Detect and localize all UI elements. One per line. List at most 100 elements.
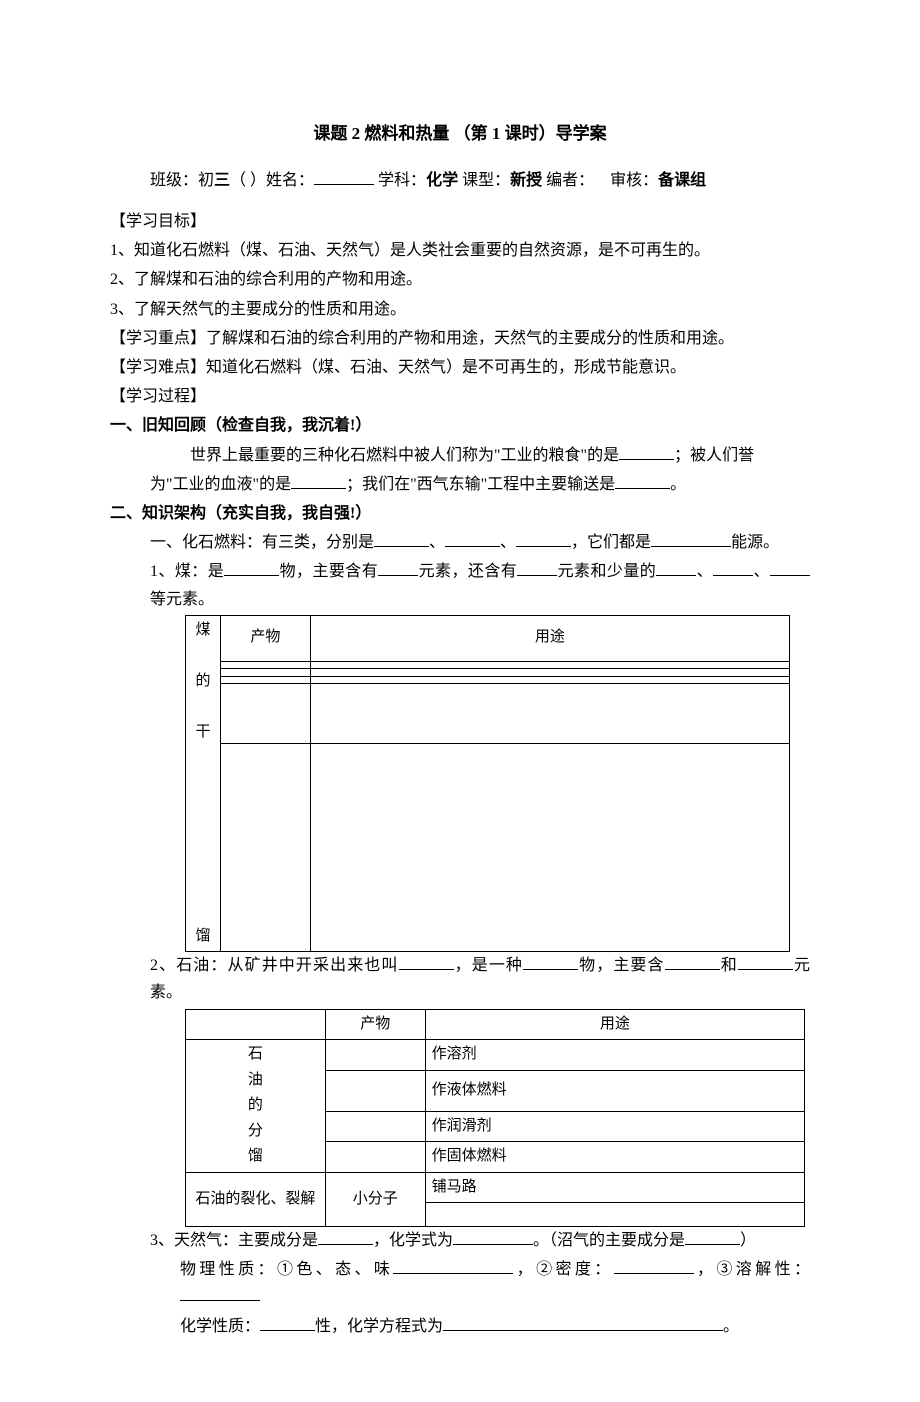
cell-use[interactable]: [310, 744, 789, 952]
s1-text2a: 为"工业的血液"的是: [150, 476, 291, 493]
cell-product[interactable]: [220, 684, 310, 744]
cell-product[interactable]: [325, 1142, 425, 1173]
cell-use[interactable]: [310, 661, 789, 669]
blank-coal-type[interactable]: [224, 560, 279, 576]
s2-l1a: 一、化石燃料：有三类，分别是: [150, 534, 374, 551]
blank-fuel-3[interactable]: [516, 531, 571, 547]
objective-1: 1、知道化石燃料（煤、石油、天然气）是人类社会重要的自然资源，是不可再生的。: [110, 237, 810, 264]
author-label: 编者：: [542, 172, 594, 189]
blank-chem[interactable]: [260, 1315, 315, 1331]
blank-energy[interactable]: [651, 531, 731, 547]
blank-density[interactable]: [614, 1258, 694, 1274]
table-row: [186, 684, 790, 744]
cell-use[interactable]: [310, 684, 789, 744]
cell-product[interactable]: [220, 676, 310, 684]
reviewer-label: 审核：: [610, 172, 658, 189]
table-row: [186, 744, 790, 952]
blank-oil-elem1[interactable]: [665, 954, 720, 970]
blank-main-elem[interactable]: [378, 560, 418, 576]
g-l1d: ）: [740, 1232, 756, 1249]
s2-l1d: ，它们都是: [571, 534, 651, 551]
cell-product[interactable]: [325, 1040, 425, 1071]
g-l3a: 化学性质：: [180, 1318, 260, 1335]
g-l1c: 。（沼气的主要成分是: [533, 1232, 685, 1249]
s2-l1e: 能源。: [731, 534, 779, 551]
type-label: 课型：: [458, 172, 510, 189]
p-l1c: 物，主要含: [578, 957, 665, 974]
blank-elem2[interactable]: [517, 560, 557, 576]
cell-use: 作润滑剂: [425, 1111, 804, 1142]
s1-text2b: ；我们在"西气东输"工程中主要输送是: [346, 476, 615, 493]
section1-line2: 为"工业的血液"的是 ；我们在"西气东输"工程中主要输送是 。: [110, 471, 810, 498]
blank-elem3[interactable]: [656, 560, 696, 576]
header-line: 班级：初三（ ）姓名： 学科：化学 课型：新授 编者： 审核：备课组: [150, 167, 810, 194]
petroleum-label: 石油的分馏: [186, 1040, 326, 1173]
blank-elem4[interactable]: [713, 560, 753, 576]
blank-fuel-2[interactable]: [445, 531, 500, 547]
table-row: 产物 用途: [186, 1009, 805, 1040]
focus: 【学习重点】了解煤和石油的综合利用的产物和用途，天然气的主要成分的性质和用途。: [110, 325, 810, 352]
blank-biogas[interactable]: [685, 1229, 740, 1245]
process: 【学习过程】: [110, 383, 810, 410]
p-l1b: ，是一种: [454, 957, 524, 974]
cell-use: 作液体燃料: [425, 1070, 804, 1111]
blank-gas-comp[interactable]: [318, 1229, 373, 1245]
cell-use[interactable]: [425, 1203, 804, 1227]
cell-use[interactable]: [310, 669, 789, 677]
s1-text2c: 。: [670, 476, 686, 493]
blank-oil-name[interactable]: [399, 954, 454, 970]
th-product: 产物: [325, 1009, 425, 1040]
blank-elem5[interactable]: [770, 560, 810, 576]
grade: 三: [214, 172, 230, 189]
table-row: 石油的分馏 作溶剂: [186, 1040, 805, 1071]
g-l2b: ，②密度：: [513, 1261, 613, 1278]
blank-formula[interactable]: [453, 1229, 533, 1245]
cracking-label: 石油的裂化、裂解: [186, 1172, 326, 1227]
s2-l2g: 等元素。: [150, 591, 214, 608]
cell-product[interactable]: [220, 744, 310, 952]
section2-line1: 一、化石燃料：有三类，分别是 、 、 ，它们都是 能源。: [110, 529, 810, 556]
section2-header: 二、知识架构（充实自我，我自强!）: [110, 500, 810, 527]
section1-header: 一、旧知回顾（检查自我，我沉着!）: [110, 412, 810, 439]
cell-product[interactable]: [325, 1111, 425, 1142]
th-product: 产物: [220, 615, 310, 661]
blank-west-east[interactable]: [615, 473, 670, 489]
reviewer: 备课组: [658, 172, 706, 189]
gas-line1: 3、天然气：主要成分是 ，化学式为 。（沼气的主要成分是 ）: [110, 1227, 810, 1254]
g-l1b: ，化学式为: [373, 1232, 453, 1249]
p-l1a: 2、石油：从矿井中开采出来也叫: [150, 957, 399, 974]
cell-use[interactable]: [310, 676, 789, 684]
g-l1a: 3、天然气：主要成分是: [150, 1232, 318, 1249]
blank-equation[interactable]: [443, 1315, 723, 1331]
table-row: 石油的裂化、裂解 小分子 铺马路: [186, 1172, 805, 1203]
blank-oil-type[interactable]: [523, 954, 578, 970]
blank-solubility[interactable]: [180, 1285, 260, 1301]
s2-l2e: 、: [696, 563, 713, 580]
section1-line1: 世界上最重要的三种化石燃料中被人们称为"工业的粮食"的是 ；被人们誉: [110, 442, 810, 469]
s2-l1b: 、: [429, 534, 445, 551]
coal-table: 煤的干馏 产物 用途: [185, 615, 790, 953]
petroleum-line: 2、石油：从矿井中开采出来也叫，是一种物，主要含和元素。: [110, 952, 810, 1006]
p-l1d: 和: [720, 957, 738, 974]
cell-product[interactable]: [220, 661, 310, 669]
objectives-header: 【学习目标】: [110, 208, 810, 235]
s2-l1c: 、: [500, 534, 516, 551]
s1-text1a: 世界上最重要的三种化石燃料中被人们称为"工业的粮食"的是: [190, 447, 619, 464]
blank-industry-blood[interactable]: [291, 473, 346, 489]
blank-fuel-1[interactable]: [374, 531, 429, 547]
subject: 化学: [426, 172, 458, 189]
page-title: 课题 2 燃料和热量 （第 1 课时）导学案: [110, 120, 810, 149]
s1-text1b: ；被人们誉: [674, 447, 754, 464]
petroleum-table: 产物 用途 石油的分馏 作溶剂 作液体燃料 作润滑剂 作固体燃料 石油的裂化、裂…: [185, 1009, 805, 1228]
s2-l2a: 1、煤：是: [150, 563, 224, 580]
blank-phys1[interactable]: [393, 1258, 513, 1274]
blank-industry-food[interactable]: [619, 444, 674, 460]
blank-oil-elem2[interactable]: [738, 954, 793, 970]
cell-product[interactable]: [325, 1070, 425, 1111]
name-blank[interactable]: [314, 169, 374, 185]
cell-use: 作溶剂: [425, 1040, 804, 1071]
cell-product[interactable]: [220, 669, 310, 677]
objective-3: 3、了解天然气的主要成分的性质和用途。: [110, 296, 810, 323]
type: 新授: [510, 172, 542, 189]
subject-label: 学科：: [374, 172, 426, 189]
